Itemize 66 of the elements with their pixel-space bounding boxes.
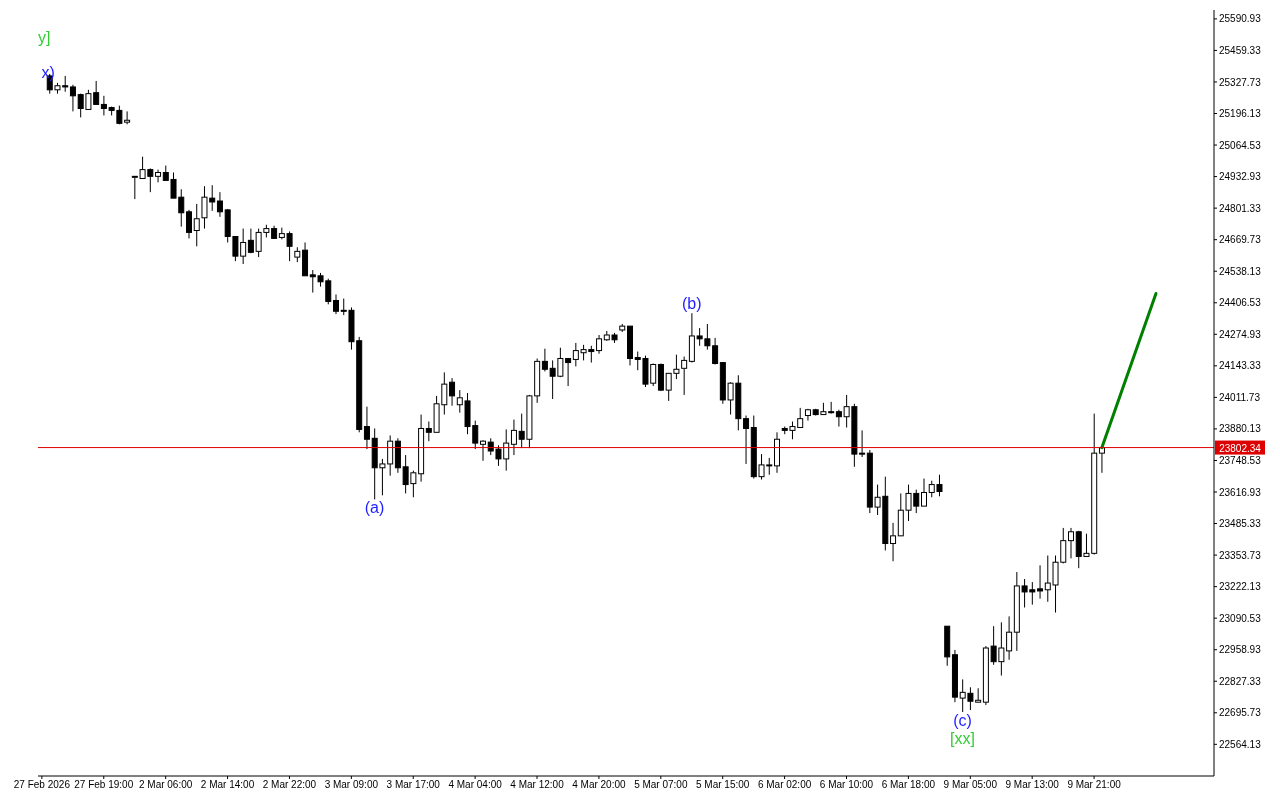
candlestick bbox=[480, 439, 486, 462]
y-tick-label: 24932.93 bbox=[1219, 171, 1262, 183]
y-tick-label: 23748.53 bbox=[1219, 455, 1262, 467]
y-tick-label: 23353.73 bbox=[1219, 549, 1262, 561]
candlestick bbox=[363, 406, 370, 450]
candlestick bbox=[743, 415, 750, 465]
y-tick-label: 24406.53 bbox=[1219, 297, 1262, 309]
x-tick-label: 9 Mar 05:00 bbox=[943, 779, 998, 791]
x-tick-label: 6 Mar 10:00 bbox=[819, 779, 874, 791]
x-tick-label: 2 Mar 22:00 bbox=[262, 779, 317, 791]
y-tick-label: 23485.33 bbox=[1219, 518, 1262, 530]
annotation: [xx] bbox=[950, 730, 975, 748]
candlestick bbox=[449, 377, 456, 407]
y-tick-label: 25064.53 bbox=[1219, 139, 1262, 151]
candlestick bbox=[890, 522, 897, 562]
candlestick bbox=[186, 209, 192, 239]
x-tick-label: 3 Mar 09:00 bbox=[324, 779, 379, 791]
candlestick bbox=[193, 203, 200, 247]
annotation: (b) bbox=[681, 295, 702, 313]
annotation: (a) bbox=[364, 498, 385, 516]
y-tick-label: 22695.73 bbox=[1219, 707, 1262, 719]
x-tick-label: 4 Mar 12:00 bbox=[510, 779, 565, 791]
y-tick-label: 24801.33 bbox=[1219, 202, 1262, 214]
candlestick bbox=[596, 334, 603, 355]
candlestick bbox=[1068, 527, 1074, 559]
x-tick-label: 9 Mar 21:00 bbox=[1067, 779, 1122, 791]
y-tick-label: 24274.93 bbox=[1219, 328, 1262, 340]
candlestick bbox=[510, 419, 517, 456]
y-tick-label: 22564.13 bbox=[1219, 738, 1262, 750]
annotation: (c) bbox=[953, 711, 972, 729]
x-tick-label: 4 Mar 20:00 bbox=[572, 779, 627, 791]
y-tick-label: 25327.73 bbox=[1219, 76, 1262, 88]
x-tick-label: 2 Mar 14:00 bbox=[200, 779, 255, 791]
y-tick-label: 22827.33 bbox=[1219, 675, 1262, 687]
x-tick-label: 5 Mar 07:00 bbox=[634, 779, 688, 791]
x-tick-label: 3 Mar 17:00 bbox=[386, 779, 441, 791]
x-tick-label: 6 Mar 18:00 bbox=[881, 779, 936, 791]
y-tick-label: 24538.13 bbox=[1219, 265, 1262, 277]
candlestick bbox=[69, 84, 76, 112]
y-tick-label: 24143.33 bbox=[1219, 360, 1262, 372]
annotation: x) bbox=[41, 64, 55, 82]
candlestick bbox=[681, 356, 688, 396]
candlestick bbox=[155, 169, 162, 183]
y-tick-label: 24011.73 bbox=[1219, 391, 1261, 403]
y-tick-label: 24669.73 bbox=[1219, 234, 1262, 246]
candlestick bbox=[921, 478, 927, 507]
y-tick-label: 23616.93 bbox=[1219, 486, 1262, 498]
candlestick bbox=[1037, 564, 1044, 600]
x-tick-label: 2 Mar 06:00 bbox=[138, 779, 193, 791]
candlestick bbox=[216, 191, 223, 218]
candlestick bbox=[333, 293, 339, 315]
annotation: y] bbox=[37, 29, 51, 47]
y-tick-label: 25590.93 bbox=[1219, 13, 1262, 25]
x-tick-label: 5 Mar 15:00 bbox=[696, 779, 750, 791]
y-tick-label: 23090.53 bbox=[1219, 612, 1262, 624]
ref-line-label: 23802.34 bbox=[1219, 442, 1262, 454]
x-tick-label: 27 Feb 2026 bbox=[13, 779, 71, 791]
x-tick-label: 27 Feb 19:00 bbox=[74, 779, 134, 791]
y-tick-label: 23880.13 bbox=[1219, 423, 1262, 435]
x-tick-label: 9 Mar 13:00 bbox=[1005, 779, 1060, 791]
y-tick-label: 23222.13 bbox=[1219, 581, 1262, 593]
x-tick-label: 4 Mar 04:00 bbox=[448, 779, 503, 791]
y-tick-label: 22958.93 bbox=[1219, 644, 1262, 656]
x-tick-label: 6 Mar 02:00 bbox=[757, 779, 812, 791]
y-tick-label: 25459.33 bbox=[1219, 44, 1262, 56]
y-tick-label: 25196.13 bbox=[1219, 108, 1262, 120]
